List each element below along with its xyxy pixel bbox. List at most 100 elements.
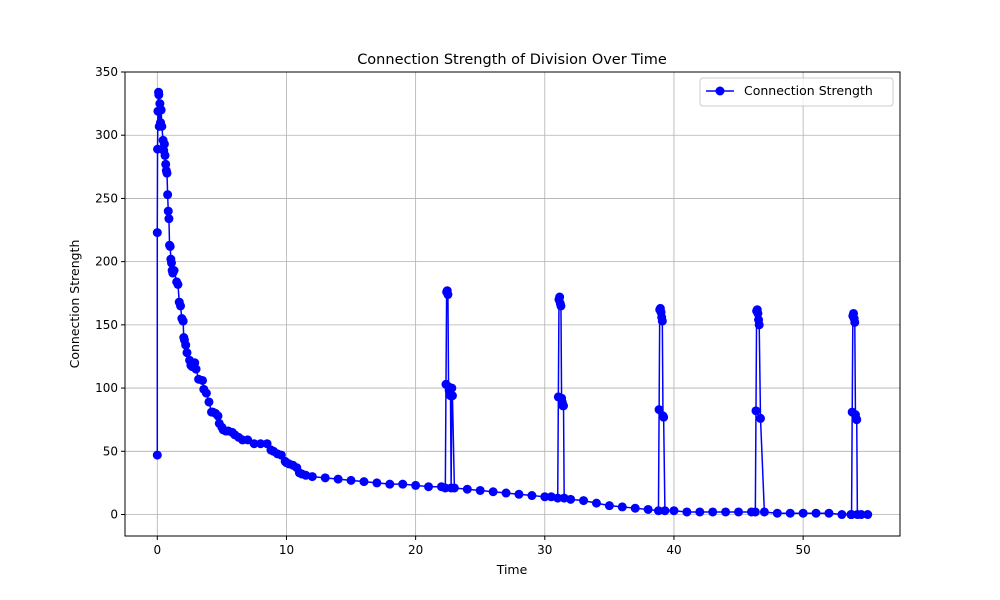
data-point bbox=[750, 507, 760, 517]
data-point bbox=[213, 411, 223, 421]
data-point bbox=[449, 483, 459, 493]
data-point bbox=[527, 491, 537, 501]
x-tick-label: 40 bbox=[666, 543, 681, 557]
data-point bbox=[256, 439, 266, 449]
y-tick-label: 300 bbox=[95, 128, 118, 142]
data-point bbox=[191, 364, 201, 374]
data-point bbox=[443, 290, 453, 300]
data-point bbox=[514, 489, 524, 499]
data-point bbox=[385, 479, 395, 489]
data-point bbox=[630, 503, 640, 513]
data-point bbox=[798, 508, 808, 518]
data-point bbox=[475, 485, 485, 495]
data-point bbox=[553, 493, 563, 503]
legend: Connection Strength bbox=[699, 77, 894, 107]
data-point bbox=[653, 506, 663, 516]
x-axis-label: Time bbox=[496, 562, 528, 577]
data-point bbox=[721, 507, 731, 517]
data-point bbox=[856, 510, 866, 520]
x-tick-label: 30 bbox=[537, 543, 552, 557]
x-axis: 0 10 20 30 40 50 bbox=[153, 536, 811, 557]
data-point bbox=[163, 206, 173, 216]
data-point bbox=[249, 439, 259, 449]
data-point bbox=[173, 279, 183, 289]
data-point bbox=[556, 301, 566, 311]
data-point bbox=[204, 397, 214, 407]
data-point bbox=[333, 474, 343, 484]
data-point bbox=[643, 504, 653, 514]
data-point bbox=[591, 498, 601, 508]
data-point bbox=[462, 484, 472, 494]
data-point bbox=[850, 317, 860, 327]
data-point bbox=[754, 320, 764, 330]
y-tick-label: 0 bbox=[110, 508, 118, 522]
data-point bbox=[198, 375, 207, 385]
data-point bbox=[708, 507, 718, 517]
data-point bbox=[359, 477, 369, 487]
data-point bbox=[772, 508, 782, 518]
data-point bbox=[411, 480, 421, 490]
data-point bbox=[346, 475, 356, 485]
data-point bbox=[160, 150, 170, 160]
data-point bbox=[181, 340, 191, 350]
y-tick-label: 350 bbox=[95, 65, 118, 79]
data-point bbox=[863, 510, 873, 520]
y-axis-label: Connection Strength bbox=[67, 240, 82, 369]
data-point bbox=[372, 478, 382, 488]
data-point bbox=[424, 482, 434, 492]
x-tick-label: 50 bbox=[795, 543, 810, 557]
data-point bbox=[579, 496, 589, 506]
data-point bbox=[734, 507, 744, 517]
data-point bbox=[307, 472, 317, 482]
grid-lines bbox=[125, 71, 900, 536]
data-point bbox=[540, 492, 550, 502]
data-point bbox=[657, 316, 667, 326]
data-point bbox=[169, 266, 179, 275]
data-point bbox=[152, 228, 162, 238]
y-tick-label: 50 bbox=[103, 444, 118, 458]
data-point bbox=[824, 508, 834, 518]
data-point bbox=[837, 510, 847, 520]
data-point bbox=[182, 348, 192, 358]
y-axis: 0 50 100 150 200 250 300 350 bbox=[95, 65, 125, 522]
data-point bbox=[398, 479, 408, 489]
data-point bbox=[163, 190, 173, 200]
data-point bbox=[152, 450, 162, 460]
y-tick-label: 200 bbox=[95, 255, 118, 269]
chart-title: Connection Strength of Division Over Tim… bbox=[357, 52, 667, 68]
data-point bbox=[164, 214, 174, 224]
y-tick-label: 150 bbox=[95, 318, 118, 332]
data-point bbox=[162, 168, 172, 178]
data-point bbox=[157, 121, 167, 131]
data-point bbox=[488, 487, 498, 497]
data-point bbox=[785, 508, 795, 518]
data-point bbox=[165, 241, 175, 251]
data-point bbox=[320, 473, 330, 483]
data-point bbox=[852, 415, 862, 425]
data-point bbox=[660, 506, 670, 516]
data-point bbox=[695, 507, 705, 517]
data-point bbox=[617, 502, 627, 512]
data-point bbox=[167, 258, 176, 268]
plot-area-frame bbox=[124, 71, 901, 537]
data-point bbox=[559, 401, 569, 411]
data-point bbox=[811, 508, 821, 518]
data-point bbox=[669, 506, 679, 516]
data-point bbox=[659, 412, 669, 422]
legend-entry-label: Connection Strength bbox=[744, 83, 873, 98]
y-tick-label: 250 bbox=[95, 191, 118, 205]
x-tick-label: 10 bbox=[279, 543, 294, 557]
data-point bbox=[201, 388, 211, 398]
y-tick-label: 100 bbox=[95, 381, 118, 395]
data-point bbox=[751, 406, 761, 416]
data-point bbox=[154, 90, 164, 100]
data-point bbox=[759, 507, 769, 517]
series-connection-strength bbox=[152, 87, 873, 520]
legend-frame bbox=[699, 77, 894, 107]
data-point bbox=[159, 139, 169, 149]
x-tick-label: 0 bbox=[153, 543, 161, 557]
data-point bbox=[176, 301, 186, 311]
data-point bbox=[604, 501, 614, 511]
data-point bbox=[682, 507, 692, 517]
